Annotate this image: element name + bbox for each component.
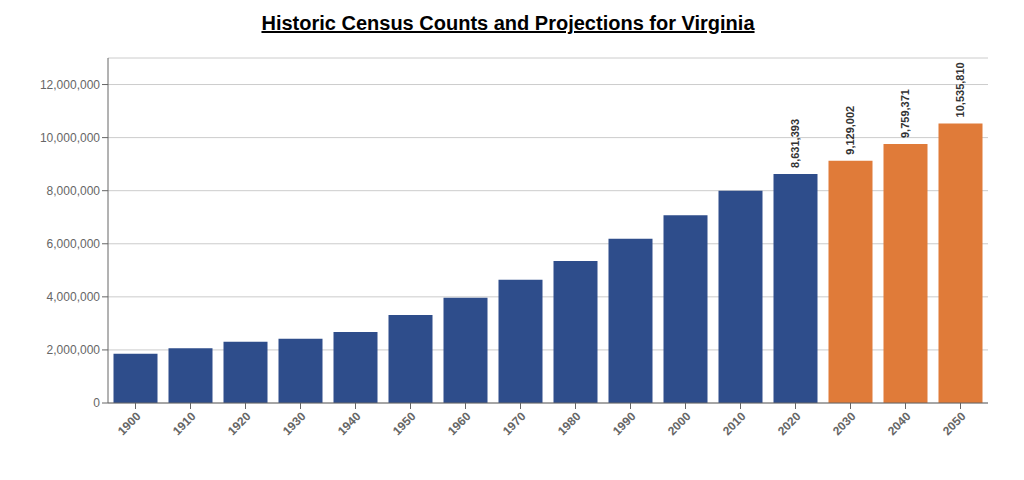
- svg-text:0: 0: [93, 396, 100, 410]
- svg-text:10,535,810: 10,535,810: [955, 62, 967, 117]
- svg-text:1960: 1960: [445, 409, 474, 438]
- svg-text:8,000,000: 8,000,000: [47, 184, 101, 198]
- svg-text:2,000,000: 2,000,000: [47, 343, 101, 357]
- svg-text:1920: 1920: [225, 409, 254, 438]
- svg-text:1990: 1990: [610, 409, 639, 438]
- svg-text:9,759,371: 9,759,371: [900, 89, 912, 138]
- svg-text:1930: 1930: [280, 409, 309, 438]
- svg-text:8,631,393: 8,631,393: [790, 119, 802, 168]
- svg-text:1910: 1910: [170, 409, 199, 438]
- svg-text:1950: 1950: [390, 409, 419, 438]
- svg-text:2050: 2050: [940, 409, 969, 438]
- svg-text:6,000,000: 6,000,000: [47, 237, 101, 251]
- svg-text:1970: 1970: [500, 409, 529, 438]
- svg-text:2000: 2000: [665, 409, 694, 438]
- html-text:Historic Census Counts and Pro: Historic Census Counts and Projections f…: [261, 12, 755, 34]
- svg-text:10,000,000: 10,000,000: [40, 131, 100, 145]
- svg-text:1900: 1900: [115, 409, 144, 438]
- svg-text:1940: 1940: [335, 409, 364, 438]
- svg-text:2030: 2030: [830, 409, 859, 438]
- svg-text:2040: 2040: [885, 409, 914, 438]
- svg-text:9,129,002: 9,129,002: [845, 106, 857, 155]
- svg-text:2010: 2010: [720, 409, 749, 438]
- svg-text:2020: 2020: [775, 409, 804, 438]
- svg-text:4,000,000: 4,000,000: [47, 290, 101, 304]
- svg-text:1980: 1980: [555, 409, 584, 438]
- svg-text:12,000,000: 12,000,000: [40, 78, 100, 92]
